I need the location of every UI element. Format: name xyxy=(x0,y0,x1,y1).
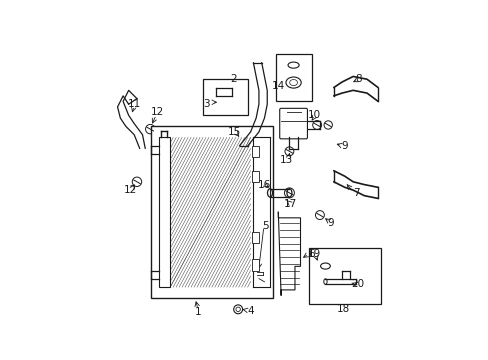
Text: 7: 7 xyxy=(352,188,359,198)
Bar xyxy=(203,79,247,115)
Bar xyxy=(308,248,380,304)
Text: 3: 3 xyxy=(203,99,209,109)
Text: 20: 20 xyxy=(350,279,363,289)
Text: 9: 9 xyxy=(341,141,347,151)
Bar xyxy=(251,146,259,157)
Text: 15: 15 xyxy=(227,127,240,137)
Text: 11: 11 xyxy=(127,99,141,109)
Text: 16: 16 xyxy=(257,180,270,190)
Text: 13: 13 xyxy=(280,155,293,165)
Text: 8: 8 xyxy=(355,74,361,84)
Text: 5: 5 xyxy=(262,221,268,231)
Text: 9: 9 xyxy=(327,219,334,228)
Bar xyxy=(251,260,259,270)
Bar xyxy=(251,171,259,182)
Text: 18: 18 xyxy=(336,304,349,314)
Bar xyxy=(159,138,170,287)
Text: 2: 2 xyxy=(230,74,237,84)
Text: 19: 19 xyxy=(307,249,320,259)
Text: 12: 12 xyxy=(151,108,164,117)
FancyBboxPatch shape xyxy=(279,108,307,139)
Bar xyxy=(275,54,311,102)
Text: 14: 14 xyxy=(271,81,285,91)
Text: 1: 1 xyxy=(194,307,201,317)
Text: 12: 12 xyxy=(123,185,136,195)
Bar xyxy=(251,232,259,243)
Ellipse shape xyxy=(289,80,297,86)
Text: 6: 6 xyxy=(307,249,314,259)
Bar xyxy=(150,126,272,298)
Text: 17: 17 xyxy=(284,199,297,209)
Text: 10: 10 xyxy=(307,110,320,120)
Text: 4: 4 xyxy=(247,306,253,316)
